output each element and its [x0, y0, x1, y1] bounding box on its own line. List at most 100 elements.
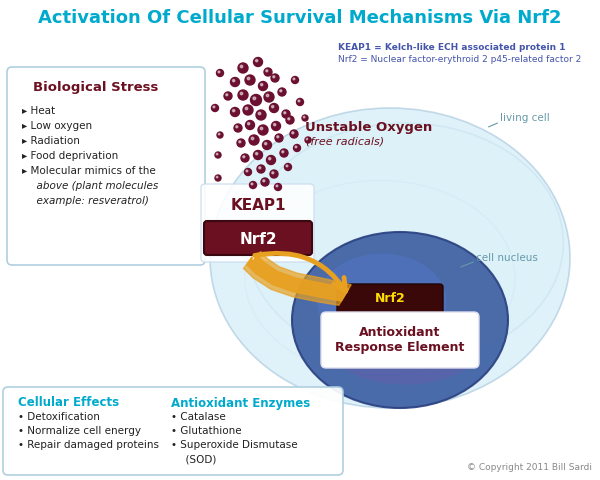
- Circle shape: [293, 144, 301, 152]
- Circle shape: [256, 60, 258, 62]
- Circle shape: [280, 149, 288, 157]
- Circle shape: [234, 124, 242, 132]
- Circle shape: [282, 151, 284, 153]
- Circle shape: [243, 105, 253, 115]
- Circle shape: [276, 185, 278, 187]
- Circle shape: [292, 132, 294, 134]
- Text: ▸ Heat: ▸ Heat: [22, 106, 55, 116]
- Circle shape: [251, 183, 253, 185]
- Circle shape: [269, 104, 278, 112]
- Circle shape: [240, 65, 243, 68]
- Circle shape: [275, 183, 281, 191]
- Circle shape: [305, 137, 311, 143]
- Circle shape: [249, 135, 259, 145]
- Circle shape: [270, 170, 278, 178]
- Circle shape: [213, 106, 215, 108]
- Ellipse shape: [329, 305, 481, 384]
- Circle shape: [284, 164, 292, 170]
- Text: • Glutathione: • Glutathione: [171, 426, 242, 436]
- Circle shape: [293, 78, 295, 80]
- Circle shape: [245, 168, 251, 176]
- Circle shape: [278, 88, 286, 96]
- Text: • Catalase: • Catalase: [171, 412, 226, 422]
- Circle shape: [248, 122, 250, 125]
- Circle shape: [212, 105, 218, 111]
- Circle shape: [258, 125, 268, 135]
- Circle shape: [271, 74, 279, 82]
- Text: Nrf2 = Nuclear factor-erythroid 2 p45-related factor 2: Nrf2 = Nuclear factor-erythroid 2 p45-re…: [338, 56, 581, 64]
- Circle shape: [263, 180, 265, 182]
- Circle shape: [240, 92, 243, 95]
- Circle shape: [266, 156, 275, 165]
- Text: • Detoxification: • Detoxification: [18, 412, 100, 422]
- Circle shape: [260, 127, 263, 130]
- Circle shape: [274, 123, 276, 126]
- Circle shape: [251, 137, 254, 140]
- FancyBboxPatch shape: [204, 221, 312, 255]
- Text: • Repair damaged proteins: • Repair damaged proteins: [18, 440, 159, 450]
- Text: ▸ Molecular mimics of the: ▸ Molecular mimics of the: [22, 166, 156, 176]
- Text: KEAP1: KEAP1: [230, 197, 286, 213]
- Circle shape: [266, 94, 269, 97]
- Circle shape: [247, 77, 250, 80]
- Circle shape: [273, 76, 275, 78]
- FancyBboxPatch shape: [3, 387, 343, 475]
- Circle shape: [260, 84, 263, 86]
- Circle shape: [257, 165, 265, 173]
- Text: Biological Stress: Biological Stress: [34, 82, 158, 95]
- Text: (free radicals): (free radicals): [306, 136, 384, 146]
- Circle shape: [282, 110, 290, 118]
- Circle shape: [269, 157, 271, 160]
- Text: ▸ Food deprivation: ▸ Food deprivation: [22, 151, 118, 161]
- Text: Cellular Effects: Cellular Effects: [18, 396, 119, 409]
- Circle shape: [266, 70, 268, 72]
- Text: Antioxidant
Response Element: Antioxidant Response Element: [335, 326, 464, 354]
- Circle shape: [288, 118, 290, 120]
- Text: • Normalize cell energy: • Normalize cell energy: [18, 426, 141, 436]
- Circle shape: [277, 136, 279, 138]
- Text: Activation Of Cellular Survival Mechanisms Via Nrf2: Activation Of Cellular Survival Mechanis…: [38, 9, 562, 27]
- FancyBboxPatch shape: [7, 67, 205, 265]
- Circle shape: [233, 80, 235, 82]
- Circle shape: [217, 153, 218, 155]
- FancyBboxPatch shape: [201, 184, 314, 262]
- Circle shape: [215, 152, 221, 158]
- Circle shape: [245, 120, 254, 130]
- Circle shape: [238, 63, 248, 73]
- Circle shape: [218, 71, 220, 73]
- Text: Unstable Oxygen: Unstable Oxygen: [305, 121, 432, 134]
- Circle shape: [218, 133, 220, 135]
- Text: Nrf2: Nrf2: [374, 292, 406, 305]
- Circle shape: [217, 132, 223, 138]
- Text: KEAP1 = Kelch-like ECH associated protein 1: KEAP1 = Kelch-like ECH associated protei…: [338, 44, 566, 52]
- Circle shape: [258, 112, 261, 115]
- Circle shape: [286, 116, 294, 124]
- Circle shape: [251, 95, 262, 106]
- Circle shape: [250, 181, 257, 189]
- Circle shape: [217, 70, 223, 76]
- Text: • Superoxide Dismutase: • Superoxide Dismutase: [171, 440, 298, 450]
- Ellipse shape: [317, 253, 447, 350]
- Polygon shape: [244, 252, 351, 305]
- Circle shape: [263, 141, 271, 149]
- Circle shape: [246, 170, 248, 172]
- Text: above (plant molecules: above (plant molecules: [30, 181, 158, 191]
- Circle shape: [307, 138, 308, 140]
- Ellipse shape: [245, 180, 515, 375]
- Circle shape: [224, 92, 232, 100]
- Ellipse shape: [292, 232, 508, 408]
- Circle shape: [272, 172, 274, 174]
- Circle shape: [226, 94, 228, 96]
- Circle shape: [296, 98, 304, 106]
- Circle shape: [215, 175, 221, 181]
- Text: living cell: living cell: [500, 113, 550, 123]
- Circle shape: [243, 156, 245, 158]
- Polygon shape: [247, 255, 349, 301]
- Circle shape: [237, 139, 245, 147]
- Circle shape: [284, 112, 286, 114]
- Circle shape: [230, 77, 239, 86]
- Text: cell nucleus: cell nucleus: [476, 253, 538, 263]
- Text: ▸ Low oxygen: ▸ Low oxygen: [22, 121, 92, 131]
- Circle shape: [280, 90, 282, 92]
- Ellipse shape: [247, 123, 563, 363]
